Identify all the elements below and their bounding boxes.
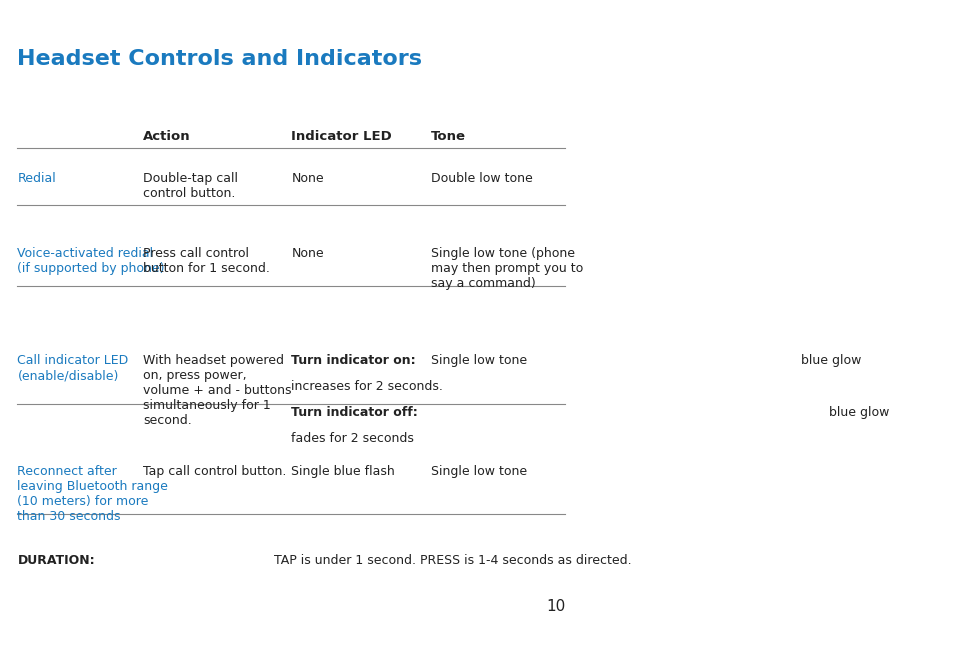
Text: increases for 2 seconds.: increases for 2 seconds. bbox=[292, 380, 443, 393]
Text: Tone: Tone bbox=[431, 130, 466, 143]
Text: Double-tap call
control button.: Double-tap call control button. bbox=[143, 172, 237, 200]
Text: 10: 10 bbox=[546, 599, 565, 614]
Text: Turn indicator off:: Turn indicator off: bbox=[292, 406, 417, 419]
Text: TAP is under 1 second. PRESS is 1-4 seconds as directed.: TAP is under 1 second. PRESS is 1-4 seco… bbox=[270, 554, 631, 567]
Text: Indicator LED: Indicator LED bbox=[292, 130, 392, 143]
Text: With headset powered
on, press power,
volume + and - buttons
simultaneously for : With headset powered on, press power, vo… bbox=[143, 354, 291, 427]
Text: blue glow: blue glow bbox=[796, 354, 861, 367]
Text: Tap call control button.: Tap call control button. bbox=[143, 465, 286, 478]
Text: Reconnect after
leaving Bluetooth range
(10 meters) for more
than 30 seconds: Reconnect after leaving Bluetooth range … bbox=[17, 465, 168, 523]
Text: Call indicator LED
(enable/disable): Call indicator LED (enable/disable) bbox=[17, 354, 129, 382]
Text: Action: Action bbox=[143, 130, 191, 143]
Text: Single blue flash: Single blue flash bbox=[292, 465, 395, 478]
Text: Single low tone: Single low tone bbox=[431, 354, 527, 367]
Text: Double low tone: Double low tone bbox=[431, 172, 533, 185]
Text: Single low tone: Single low tone bbox=[431, 465, 527, 478]
Text: Single low tone (phone
may then prompt you to
say a command): Single low tone (phone may then prompt y… bbox=[431, 247, 583, 290]
Text: blue glow: blue glow bbox=[823, 406, 888, 419]
Text: DURATION:: DURATION: bbox=[17, 554, 95, 567]
Text: None: None bbox=[292, 172, 324, 185]
Text: Redial: Redial bbox=[17, 172, 56, 185]
Text: Headset Controls and Indicators: Headset Controls and Indicators bbox=[17, 49, 422, 69]
Text: None: None bbox=[292, 247, 324, 260]
Text: fades for 2 seconds: fades for 2 seconds bbox=[292, 432, 414, 445]
Text: Turn indicator on:: Turn indicator on: bbox=[292, 354, 416, 367]
Text: Press call control
button for 1 second.: Press call control button for 1 second. bbox=[143, 247, 270, 275]
Text: Voice-activated redial
(if supported by phone): Voice-activated redial (if supported by … bbox=[17, 247, 165, 275]
